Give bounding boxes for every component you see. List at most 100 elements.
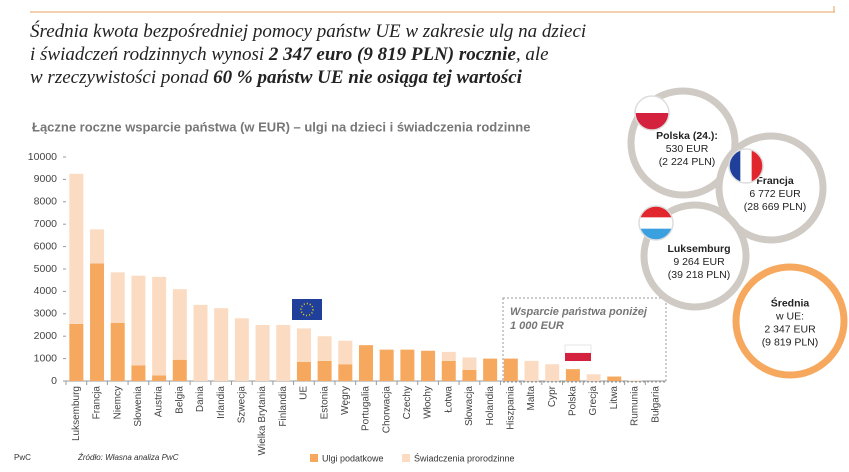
callout-text: Średnia [771, 296, 810, 309]
bar [90, 263, 105, 381]
callout-text: (2 224 PLN) [659, 156, 716, 168]
x-tick-label: Luksemburg [71, 386, 82, 441]
callout-text: w UE: [775, 310, 804, 322]
bar [565, 369, 580, 381]
bar [483, 358, 498, 381]
bar [110, 272, 125, 323]
flag-stripe [639, 206, 673, 218]
callout-text: Francja [756, 175, 794, 187]
x-tick-label: Bułgaria [650, 386, 661, 423]
flag-ring [638, 205, 674, 241]
title-line: w rzeczywistości ponad 60 % państw UE ni… [30, 67, 523, 88]
callout-circle [732, 263, 848, 379]
bar [90, 229, 105, 264]
title-part: w rzeczywistości ponad [30, 67, 213, 88]
x-tick-label: Chorwacja [381, 386, 392, 434]
y-tick-label: 5000 [34, 263, 58, 275]
bar [317, 336, 332, 361]
y-tick-label: 2000 [34, 330, 58, 342]
x-tick-label: Czechy [402, 386, 413, 419]
flag-ring [728, 148, 764, 184]
x-tick-label: Szwecja [237, 386, 248, 424]
y-tick-label: 6000 [34, 240, 58, 252]
bar [462, 369, 477, 381]
bar [152, 375, 167, 381]
legend-label: Świadczenia prorodzinne [414, 452, 515, 463]
chart-subtitle: Łączne roczne wsparcie państwa (w EUR) –… [32, 119, 530, 134]
x-tick-label: Portugalia [361, 386, 372, 431]
title-part: , ale [516, 44, 549, 65]
bar [441, 351, 456, 361]
x-tick-label: Litwa [609, 386, 620, 410]
flag-stripe [635, 96, 669, 114]
bar [131, 275, 146, 366]
title-part: i świadczeń rodzinnych wynosi [30, 44, 269, 65]
bar [152, 276, 167, 376]
poland-flag-small [564, 344, 592, 361]
callout-text: 9 264 EUR [673, 256, 725, 268]
callout-text: Luksemburg [667, 243, 730, 255]
title-part: 60 % państw UE nie osiąga tej wartości [213, 67, 522, 88]
bar [462, 357, 477, 370]
x-tick-label: Finlandia [278, 386, 289, 427]
x-tick-label: Austria [154, 386, 165, 418]
callout-text: 2 347 EUR [764, 323, 816, 335]
annotation: 1 000 EUR [510, 320, 564, 332]
title-part: 2 347 euro (9 819 PLN) rocznie [268, 44, 517, 65]
bar [607, 376, 622, 381]
bar [110, 322, 125, 381]
flag-stripe [639, 217, 673, 230]
bar [524, 360, 539, 381]
bar [214, 308, 229, 381]
title-part: Średnia kwota bezpośredniej pomocy państ… [30, 20, 586, 42]
eu-flag [292, 299, 322, 320]
bar [441, 360, 456, 381]
x-tick-label: Słowacja [464, 386, 475, 426]
bar [131, 365, 146, 381]
bar [172, 289, 187, 360]
bar [338, 340, 353, 365]
bar [400, 349, 415, 381]
bar [359, 345, 373, 381]
x-tick-label: Węgry [340, 386, 351, 415]
bar [172, 359, 187, 381]
callout-text: Polska (24.): [656, 130, 718, 142]
x-tick-label: Cypr [547, 385, 558, 407]
y-tick-label: 1000 [34, 352, 58, 364]
bar [69, 173, 84, 324]
x-tick-label: Rumunia [630, 386, 641, 426]
flag-ring [634, 95, 670, 131]
x-tick-label: Holandia [485, 386, 496, 426]
flag [635, 96, 669, 130]
bar [503, 358, 518, 381]
bar [296, 361, 311, 381]
bar [586, 374, 601, 381]
flag [729, 149, 763, 183]
bar [69, 323, 84, 381]
y-tick-label: 7000 [34, 218, 58, 230]
bar [317, 360, 332, 381]
annotation: Wsparcie państwa poniżej [510, 306, 648, 318]
flag-stripe [740, 149, 753, 183]
x-tick-label: Hiszpania [505, 386, 516, 430]
bar [379, 349, 394, 381]
x-tick-label: Dania [195, 386, 206, 413]
annotation-box [502, 297, 667, 383]
callout-text: (9 819 PLN) [762, 336, 819, 348]
bar [234, 318, 249, 381]
bar [627, 380, 642, 381]
x-tick-label: Łotwa [443, 386, 454, 413]
x-tick-label: Włochy [423, 386, 434, 419]
callout-text: 6 772 EUR [749, 188, 801, 200]
flag-stripe [751, 149, 763, 183]
source: Źródło: Własna analiza PwC [77, 453, 179, 462]
flag-stripe [635, 113, 669, 130]
y-tick-label: 9000 [34, 173, 58, 185]
x-tick-label: Irlandia [216, 386, 227, 419]
y-tick-label: 10000 [28, 151, 57, 163]
footer: PwC [14, 453, 31, 462]
callout-text: 530 EUR [666, 143, 709, 155]
legend-swatch [310, 454, 318, 462]
bar [193, 304, 208, 381]
